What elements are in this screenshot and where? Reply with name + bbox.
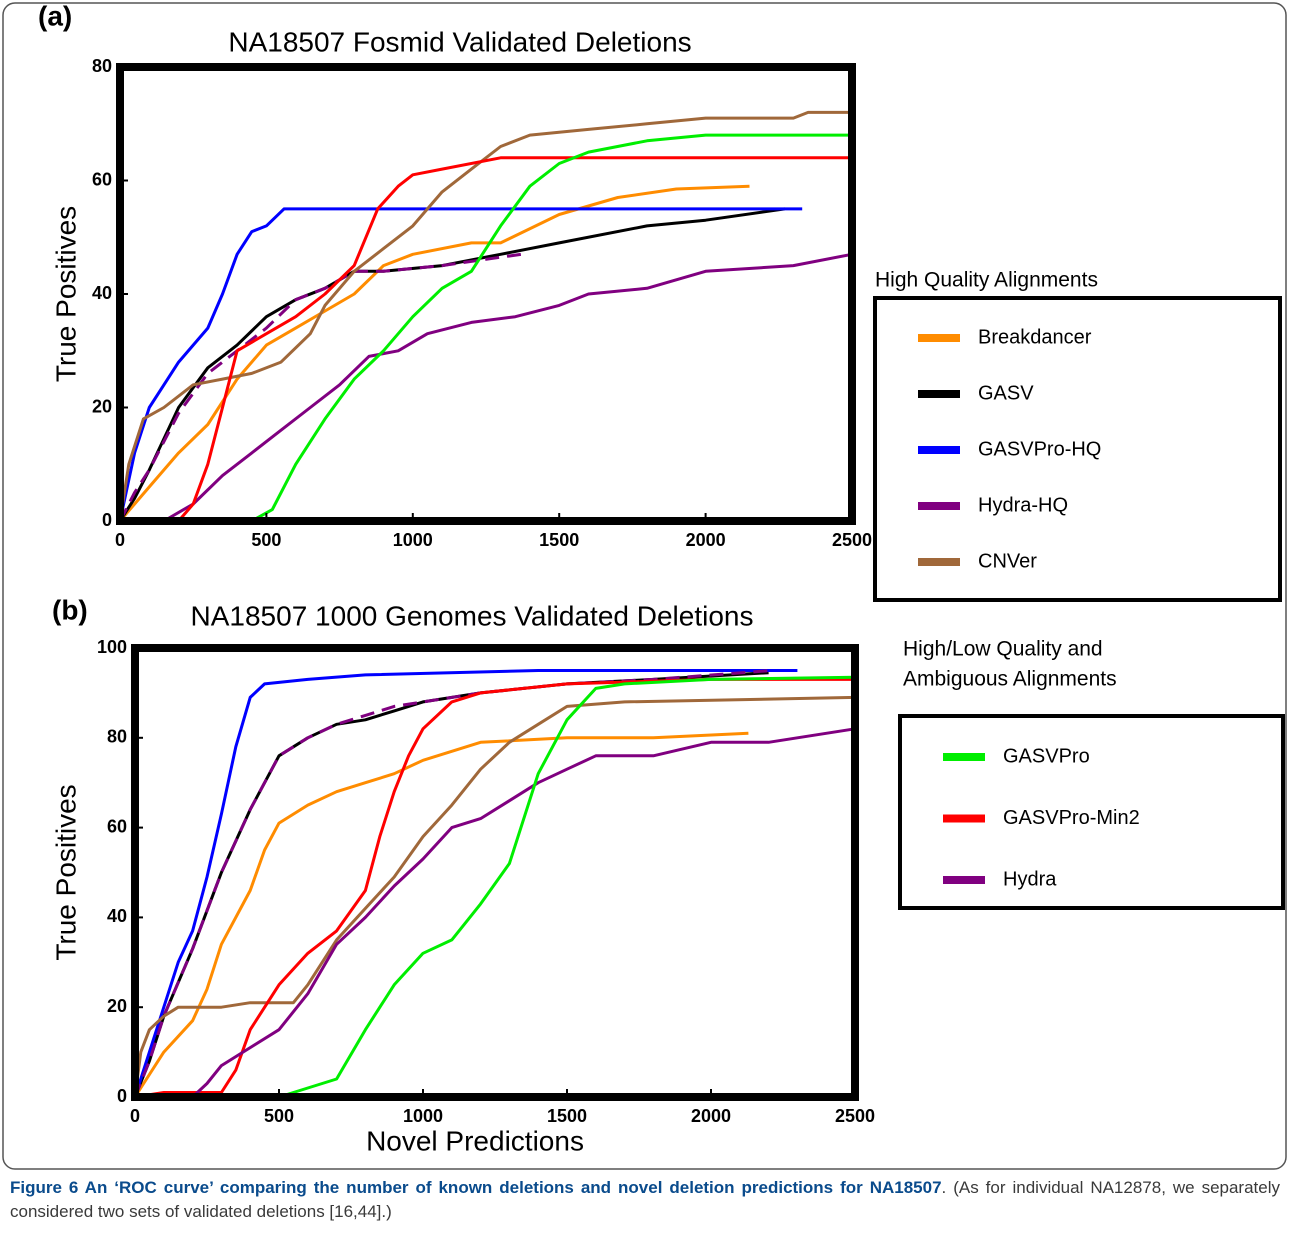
x-tick-label: 500 <box>251 530 281 550</box>
y-tick-label: 40 <box>92 283 112 303</box>
caption: Figure 6 An ‘ROC curve’ comparing the nu… <box>10 1176 1280 1224</box>
x-tick-label: 0 <box>115 530 125 550</box>
caption-text: . (As for individual NA12878, we separat… <box>10 1178 1281 1221</box>
y-tick-label: 0 <box>117 1086 127 1106</box>
legend-label: Hydra <box>1003 868 1057 890</box>
y-tick-label: 60 <box>107 816 127 836</box>
series-line <box>134 677 855 1099</box>
legend-title: High Quality Alignments <box>875 269 1098 292</box>
series-line <box>135 727 856 1099</box>
series-line <box>133 695 856 1098</box>
legend-title: Ambiguous Alignments <box>903 668 1117 691</box>
y-axis-label: True Positives <box>50 784 81 960</box>
series-line <box>133 669 772 1098</box>
series-line <box>118 184 750 522</box>
y-tick-label: 20 <box>92 396 112 416</box>
legend-label: Hydra-HQ <box>978 494 1068 516</box>
figure-border <box>2 2 1287 1170</box>
series-line <box>120 156 852 523</box>
x-tick-label: 0 <box>130 1106 140 1126</box>
y-tick-label: 0 <box>102 510 112 530</box>
plot-frame <box>131 644 859 1101</box>
plot-frame <box>116 63 856 525</box>
series-line <box>135 675 856 1099</box>
figure: Novel Predictions (a) NA18507 Fosmid Vali… <box>2 0 1287 1170</box>
series-line <box>120 252 853 523</box>
legend-label: GASV <box>978 382 1034 404</box>
series-line <box>120 133 852 523</box>
x-axis-label: Novel Predictions <box>366 1125 584 1156</box>
y-tick-label: 60 <box>92 169 112 189</box>
legend-label: GASVPro-HQ <box>978 438 1101 460</box>
y-tick-label: 40 <box>107 906 127 926</box>
x-tick-label: 2000 <box>691 1106 731 1126</box>
x-tick-label: 1000 <box>393 530 433 550</box>
panel-label: (b) <box>52 594 88 625</box>
chart-title: NA18507 Fosmid Validated Deletions <box>228 26 691 57</box>
legend-label: GASVPro <box>1003 745 1090 767</box>
series-line <box>133 669 798 1098</box>
y-tick-label: 80 <box>107 727 127 747</box>
caption-bold: Figure 6 An ‘ROC curve’ comparing the nu… <box>10 1178 942 1197</box>
legend-box <box>873 296 1282 602</box>
y-tick-label: 80 <box>92 56 112 76</box>
x-tick-label: 2500 <box>832 530 872 550</box>
chart-title: NA18507 1000 Genomes Validated Deletions <box>191 600 754 631</box>
series-line <box>118 110 852 522</box>
legend-box <box>898 714 1285 910</box>
series-line <box>118 252 522 522</box>
x-tick-label: 1000 <box>403 1106 443 1126</box>
x-tick-label: 1500 <box>547 1106 587 1126</box>
legend-title: High/Low Quality and <box>903 638 1103 661</box>
series-line <box>133 731 749 1098</box>
panel-label: (a) <box>38 0 72 31</box>
y-tick-label: 100 <box>97 637 127 657</box>
x-tick-label: 2000 <box>686 530 726 550</box>
y-tick-label: 20 <box>107 996 127 1016</box>
x-tick-label: 1500 <box>539 530 579 550</box>
y-axis-label: True Positives <box>50 206 81 382</box>
series-line <box>118 207 803 522</box>
legend-label: Breakdancer <box>978 326 1092 348</box>
legend-label: CNVer <box>978 550 1037 572</box>
x-tick-label: 2500 <box>835 1106 875 1126</box>
x-tick-label: 500 <box>264 1106 294 1126</box>
legend-label: GASVPro-Min2 <box>1003 807 1140 829</box>
